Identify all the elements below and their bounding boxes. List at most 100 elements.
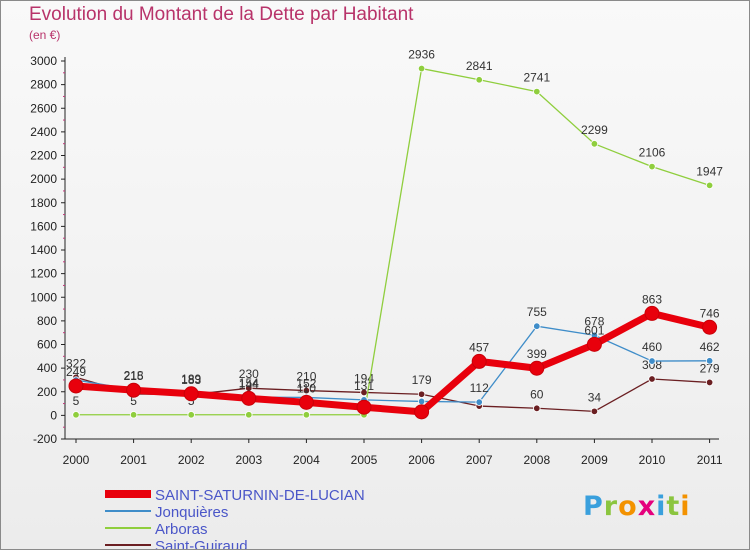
chart-subtitle: (en €) [29, 28, 61, 42]
data-label: 154 [239, 376, 259, 390]
data-label: 2841 [466, 59, 493, 73]
x-tick-label: 2001 [120, 453, 147, 467]
data-label: 249 [66, 365, 86, 379]
data-label: 131 [354, 379, 374, 393]
data-point [702, 319, 718, 335]
data-label: 152 [296, 376, 316, 390]
data-label: 144 [239, 377, 259, 391]
data-label: 183 [181, 373, 201, 387]
y-tick-label: 1800 [30, 196, 57, 210]
data-point [129, 411, 138, 419]
data-label: 322 [66, 356, 86, 370]
y-tick-label: 2800 [30, 78, 57, 92]
y-tick-label: 3000 [30, 54, 57, 68]
data-point [475, 398, 483, 406]
data-label: 2299 [581, 123, 608, 137]
x-tick-label: 2007 [466, 453, 493, 467]
series-line [75, 67, 711, 416]
data-label: 457 [469, 340, 489, 354]
data-label: 110 [297, 381, 316, 395]
data-point [417, 390, 426, 398]
y-tick-label: 200 [37, 385, 57, 399]
data-point [417, 64, 426, 73]
logo-letter: r [603, 491, 619, 522]
data-label: 2106 [639, 146, 666, 160]
data-label: 279 [700, 361, 720, 375]
y-tick-label: 1600 [30, 219, 57, 233]
data-point [68, 378, 84, 394]
data-label: 678 [584, 314, 604, 328]
x-tick-label: 2009 [581, 453, 608, 467]
data-label: 5 [130, 394, 137, 408]
data-point [241, 390, 257, 406]
y-tick-label: 1400 [30, 243, 57, 257]
y-tick-label: 2000 [30, 172, 57, 186]
data-label: 215 [124, 369, 144, 383]
data-label: 746 [700, 306, 720, 320]
data-point [705, 357, 714, 365]
y-tick-label: 2600 [30, 101, 57, 115]
x-tick-label: 2006 [408, 453, 435, 467]
data-label: 179 [412, 373, 432, 387]
data-point [705, 378, 714, 387]
data-point [187, 411, 195, 419]
logo-letter: i [680, 491, 691, 522]
data-point [72, 411, 80, 419]
proxiti-logo: Proxiti [583, 491, 691, 522]
data-label: 462 [700, 340, 720, 354]
data-label: 399 [527, 347, 547, 361]
data-point [705, 181, 714, 190]
data-label: 34 [588, 390, 602, 404]
data-label: 112 [470, 381, 489, 395]
x-tick-label: 2003 [235, 453, 262, 467]
legend-label: Jonquières [155, 504, 228, 521]
y-tick-label: 2400 [30, 125, 57, 139]
y-tick-label: 1200 [30, 267, 57, 281]
data-label: 601 [584, 323, 604, 337]
data-label: 863 [642, 292, 662, 306]
x-tick-label: 2008 [523, 453, 550, 467]
x-tick-label: 2011 [697, 453, 723, 467]
logo-letter: t [666, 491, 681, 522]
data-point [126, 382, 142, 398]
y-tick-label: 1000 [30, 290, 57, 304]
data-point [533, 404, 541, 412]
data-label: 189 [181, 372, 201, 386]
data-point [648, 357, 656, 365]
data-point [245, 411, 253, 419]
logo-letter: x [637, 491, 657, 522]
logo-letter: i [656, 491, 667, 522]
x-tick-label: 2010 [639, 453, 666, 467]
data-label: 218 [124, 369, 144, 383]
legend-label: Arboras [155, 521, 208, 538]
y-tick-label: -200 [33, 432, 57, 446]
data-label: 2936 [408, 48, 435, 62]
data-point [417, 397, 426, 406]
logo-letter: o [618, 491, 638, 522]
data-point [298, 394, 314, 410]
data-label: 210 [296, 370, 316, 384]
legend-label: Saint-Guiraud [155, 538, 248, 549]
data-point [183, 386, 199, 402]
logo-letter: P [583, 491, 604, 522]
y-tick-label: 600 [37, 338, 57, 352]
legend-label: SAINT-SATURNIN-DE-LUCIAN [155, 487, 365, 504]
data-label: 230 [239, 367, 259, 381]
x-tick-label: 2000 [63, 453, 90, 467]
data-label: 460 [642, 340, 662, 354]
data-label: 755 [527, 305, 547, 319]
data-point [533, 87, 541, 96]
x-tick-label: 2004 [293, 453, 320, 467]
data-point [644, 305, 660, 321]
data-point [302, 411, 311, 419]
data-point [475, 76, 483, 84]
y-tick-label: 2200 [30, 149, 57, 163]
data-point [471, 353, 487, 369]
data-point [590, 140, 599, 148]
y-tick-label: 0 [50, 408, 57, 422]
chart-title: Evolution du Montant de la Dette par Hab… [29, 4, 414, 25]
data-point [414, 404, 430, 420]
y-tick-label: 800 [37, 314, 57, 328]
